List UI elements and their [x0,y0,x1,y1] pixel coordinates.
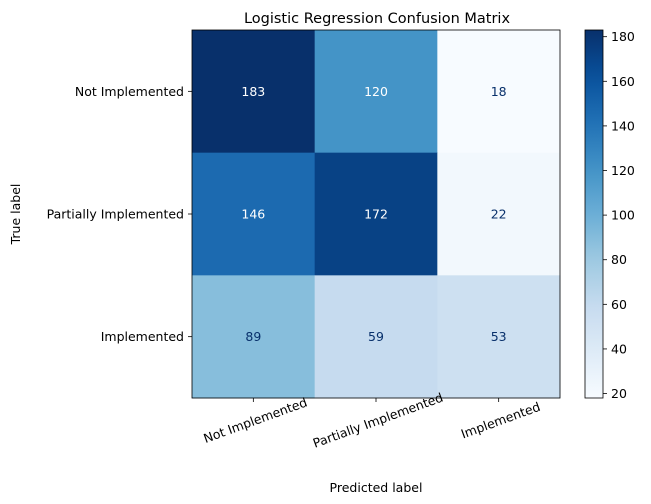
colorbar [584,29,604,399]
cell-value-label: 22 [491,207,507,222]
colorbar-ticks: 20 40 60 80 100 120 140 160 180 [603,29,635,401]
heatmap-cell [192,275,316,399]
heatmap-cell [314,30,438,154]
cell-value-label: 172 [364,207,388,222]
cell-value-label: 53 [491,329,507,344]
x-tick-label: Implemented [459,399,542,442]
heatmap-cell [314,152,438,276]
x-axis-ticks: Not Implemented Partially Implemented Impl… [201,390,542,451]
colorbar-tick-label: 160 [611,74,635,89]
cell-value-labels: 183 120 18 146 172 22 89 59 53 [241,84,506,344]
chart-title: Logistic Regression Confusion Matrix [244,11,511,27]
colorbar-tick-label: 60 [611,297,627,312]
cell-value-label: 59 [368,329,384,344]
colorbar-tick-label: 100 [611,208,635,223]
heatmap-cell [192,30,316,154]
heatmap-cell [437,152,561,276]
heatmap-cell [437,30,561,154]
y-tick-label: Partially Implemented [47,207,184,222]
y-tick-label: Not Implemented [75,84,184,99]
heatmap-cell [437,275,561,399]
cell-value-label: 183 [241,84,265,99]
y-tick-label: Implemented [101,329,184,344]
y-axis-ticks: Not Implemented Partially Implemented Impl… [47,84,192,344]
heatmap-cell [192,152,316,276]
colorbar-tick-label: 180 [611,29,635,44]
colorbar-tick-label: 120 [611,163,635,178]
x-axis-label: Predicted label [330,480,423,495]
y-axis-label: True label [8,184,23,246]
colorbar-tick-label: 20 [611,386,627,401]
cell-value-label: 89 [245,329,261,344]
heatmap-cell [314,275,438,399]
colorbar-tick-label: 40 [611,341,627,356]
cell-value-label: 18 [491,84,507,99]
heatmap-cells [192,30,561,399]
colorbar-tick-label: 80 [611,252,627,267]
colorbar-tick-label: 140 [611,118,635,133]
cell-value-label: 120 [364,84,388,99]
x-tick-label: Not Implemented [201,394,309,445]
cell-value-label: 146 [241,207,265,222]
x-tick-label: Partially Implemented [311,390,445,451]
